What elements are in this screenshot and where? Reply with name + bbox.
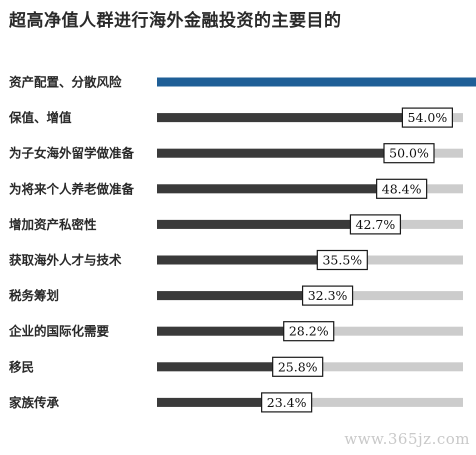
value-label-box (349, 214, 402, 235)
bar (157, 255, 321, 265)
bar (157, 362, 276, 372)
bar (157, 326, 287, 336)
value-label: 23.4% (267, 395, 307, 410)
value-label-box (316, 249, 368, 271)
bar (157, 291, 306, 301)
value-label: 32.3% (308, 288, 348, 303)
value-label: 48.4% (382, 181, 422, 196)
value-label-box (301, 285, 354, 306)
value-label: 28.2% (289, 324, 329, 339)
category-label: 移民 (9, 359, 34, 374)
bar (157, 397, 265, 407)
value-label-box (383, 143, 435, 164)
chart-title: 超高净值人群进行海外金融投资的主要目的 (9, 11, 342, 31)
value-label: 54.0% (408, 110, 448, 125)
category-label: 为子女海外留学做准备 (9, 146, 135, 161)
category-label: 保值、增值 (8, 110, 72, 125)
bar (157, 148, 387, 158)
watermark: www.365jz.com (344, 430, 470, 448)
category-label: 家族传承 (9, 395, 60, 410)
value-label: 25.8% (278, 359, 318, 374)
value-label: 42.7% (356, 217, 396, 232)
value-label: 35.5% (322, 253, 362, 268)
category-label: 为将来个人养老做准备 (9, 181, 135, 196)
value-label-box (261, 392, 313, 413)
value-label-box (272, 356, 324, 377)
category-label: 增加资产私密性 (9, 217, 97, 232)
category-label: 资产配置、分散风险 (9, 75, 122, 90)
value-label-box (401, 107, 453, 128)
category-label: 企业的国际化需要 (8, 324, 110, 339)
bar (157, 184, 380, 194)
category-label: 税务筹划 (9, 288, 59, 303)
value-label-box (376, 178, 428, 199)
value-label-box (283, 321, 335, 342)
value-label: 50.0% (389, 146, 429, 161)
bar (157, 77, 476, 87)
bar (157, 113, 406, 123)
bar (157, 219, 354, 229)
category-label: 获取海外人才与技术 (9, 253, 122, 268)
